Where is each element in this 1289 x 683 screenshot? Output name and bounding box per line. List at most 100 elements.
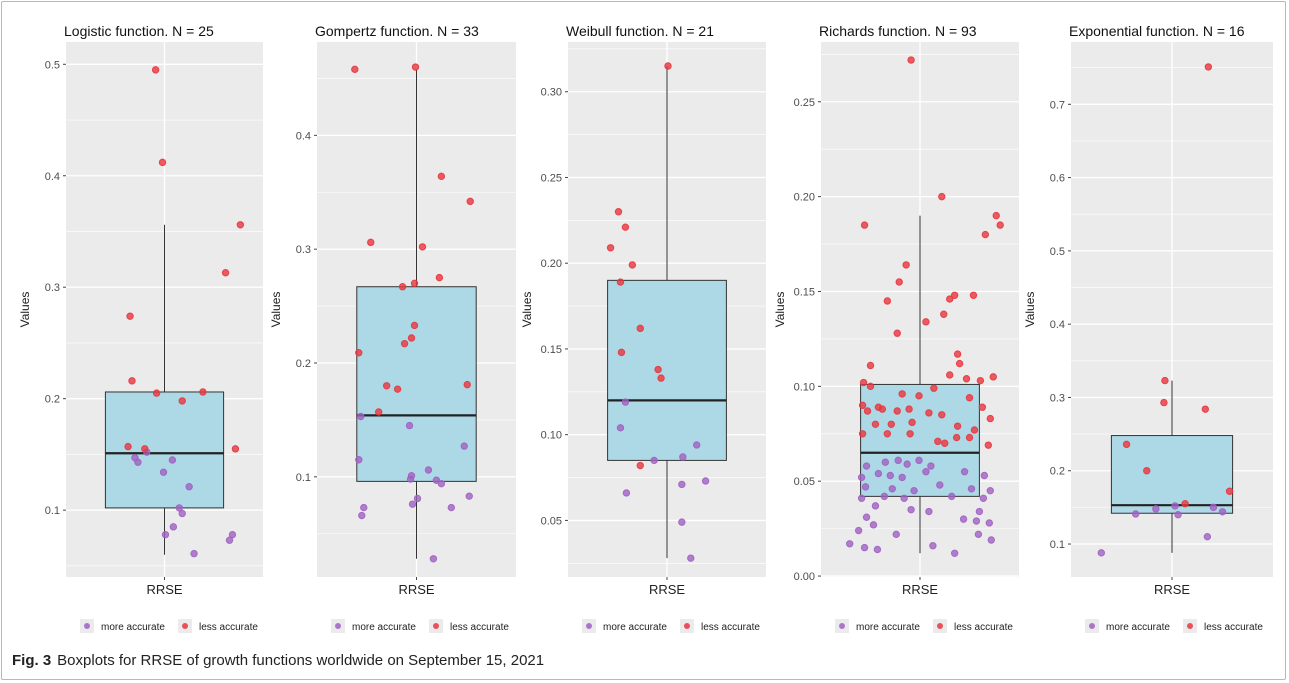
point-less-accurate: [915, 392, 923, 400]
point-less-accurate: [940, 310, 948, 318]
point-less-accurate: [950, 291, 959, 299]
legend-more-accurate-label: more accurate: [603, 622, 667, 633]
point-more-accurate: [437, 479, 446, 488]
point-less-accurate: [986, 414, 994, 423]
point-more-accurate: [979, 494, 988, 502]
legend-more-accurate-label: more accurate: [101, 622, 165, 633]
point-less-accurate: [858, 430, 867, 438]
point-more-accurate: [980, 471, 989, 480]
figure-caption-label: Fig. 3: [12, 652, 52, 669]
point-more-accurate: [429, 555, 438, 563]
point-more-accurate: [1131, 510, 1140, 518]
point-less-accurate: [907, 56, 915, 64]
point-less-accurate: [883, 297, 892, 305]
point-less-accurate: [1143, 467, 1151, 475]
point-less-accurate: [351, 65, 359, 74]
point-less-accurate: [410, 279, 419, 288]
y-tick-label: 0.20: [794, 192, 815, 204]
y-tick-label: 0.20: [541, 258, 562, 270]
point-more-accurate: [881, 458, 890, 466]
point-more-accurate: [650, 456, 658, 465]
point-less-accurate: [1181, 500, 1189, 508]
point-more-accurate: [907, 505, 915, 514]
point-less-accurate: [992, 211, 1000, 220]
panel-title: Gompertz function. N = 33: [315, 23, 479, 39]
point-less-accurate: [893, 329, 901, 337]
legend-more-accurate-label: more accurate: [1106, 622, 1170, 633]
point-less-accurate: [883, 430, 892, 438]
point-less-accurate: [970, 426, 979, 434]
point-less-accurate: [989, 373, 997, 381]
point-less-accurate: [152, 389, 161, 397]
point-less-accurate: [858, 401, 867, 410]
boxplot-panel-1: 0.1 0.2 0.3 0.4 0.5 RRSE Logistic function. N …: [18, 23, 263, 633]
point-more-accurate: [178, 509, 186, 518]
iqr-box: [607, 279, 727, 461]
point-more-accurate: [925, 507, 933, 516]
x-axis-label: RRSE: [649, 582, 685, 597]
point-less-accurate: [382, 382, 391, 390]
point-more-accurate: [959, 515, 968, 523]
point-less-accurate: [976, 376, 985, 385]
legend-more-accurate-marker: [84, 623, 90, 629]
point-more-accurate: [228, 530, 237, 539]
point-more-accurate: [857, 473, 866, 482]
legend-more-accurate-label: more accurate: [856, 622, 920, 633]
point-less-accurate: [393, 385, 402, 393]
point-more-accurate: [159, 468, 168, 476]
point-less-accurate: [952, 433, 961, 442]
point-more-accurate: [960, 468, 969, 476]
point-less-accurate: [463, 380, 471, 389]
point-less-accurate: [902, 261, 910, 269]
point-less-accurate: [859, 378, 868, 387]
legend-less-accurate-label: less accurate: [450, 622, 509, 633]
y-tick-label: 0.3: [296, 244, 311, 256]
y-tick-label: 0.25: [541, 172, 562, 184]
point-more-accurate: [687, 554, 695, 562]
point-more-accurate: [894, 456, 902, 465]
point-more-accurate: [225, 536, 234, 544]
y-tick-label: 0.1: [45, 505, 60, 517]
point-more-accurate: [857, 494, 866, 502]
point-less-accurate: [614, 208, 623, 216]
y-axis-label: Values: [1023, 292, 1037, 328]
x-axis-label: RRSE: [1154, 582, 1190, 597]
point-less-accurate: [969, 291, 978, 299]
point-more-accurate: [903, 460, 911, 468]
x-axis-label: RRSE: [146, 582, 182, 597]
legend-more-accurate-marker: [586, 623, 592, 629]
point-less-accurate: [878, 405, 887, 413]
point-less-accurate: [1122, 440, 1131, 449]
point-less-accurate: [871, 420, 880, 428]
point-more-accurate: [460, 442, 468, 450]
point-more-accurate: [985, 519, 993, 527]
point-more-accurate: [846, 540, 854, 548]
point-more-accurate: [915, 456, 923, 465]
point-less-accurate: [411, 63, 420, 71]
legend-less-accurate-marker: [1187, 623, 1193, 629]
point-less-accurate: [178, 397, 186, 405]
point-more-accurate: [869, 521, 878, 529]
y-tick-label: 0.15: [541, 344, 562, 356]
legend: more accurate less accurate: [835, 619, 1013, 633]
point-more-accurate: [967, 485, 976, 493]
point-less-accurate: [236, 221, 245, 229]
point-more-accurate: [161, 530, 170, 539]
point-less-accurate: [221, 269, 230, 277]
point-less-accurate: [1204, 63, 1213, 71]
point-less-accurate: [898, 390, 906, 398]
point-more-accurate: [886, 471, 894, 480]
point-less-accurate: [1160, 398, 1168, 407]
point-more-accurate: [854, 526, 863, 535]
point-less-accurate: [860, 221, 869, 229]
point-less-accurate: [654, 365, 662, 374]
point-more-accurate: [447, 503, 456, 512]
y-tick-label: 0.15: [794, 286, 815, 298]
legend-more-accurate-label: more accurate: [352, 622, 416, 633]
point-more-accurate: [1209, 503, 1218, 512]
legend-more-accurate-marker: [839, 623, 845, 629]
point-more-accurate: [616, 424, 625, 432]
point-more-accurate: [190, 549, 198, 558]
point-more-accurate: [1171, 502, 1179, 510]
point-more-accurate: [405, 421, 414, 430]
